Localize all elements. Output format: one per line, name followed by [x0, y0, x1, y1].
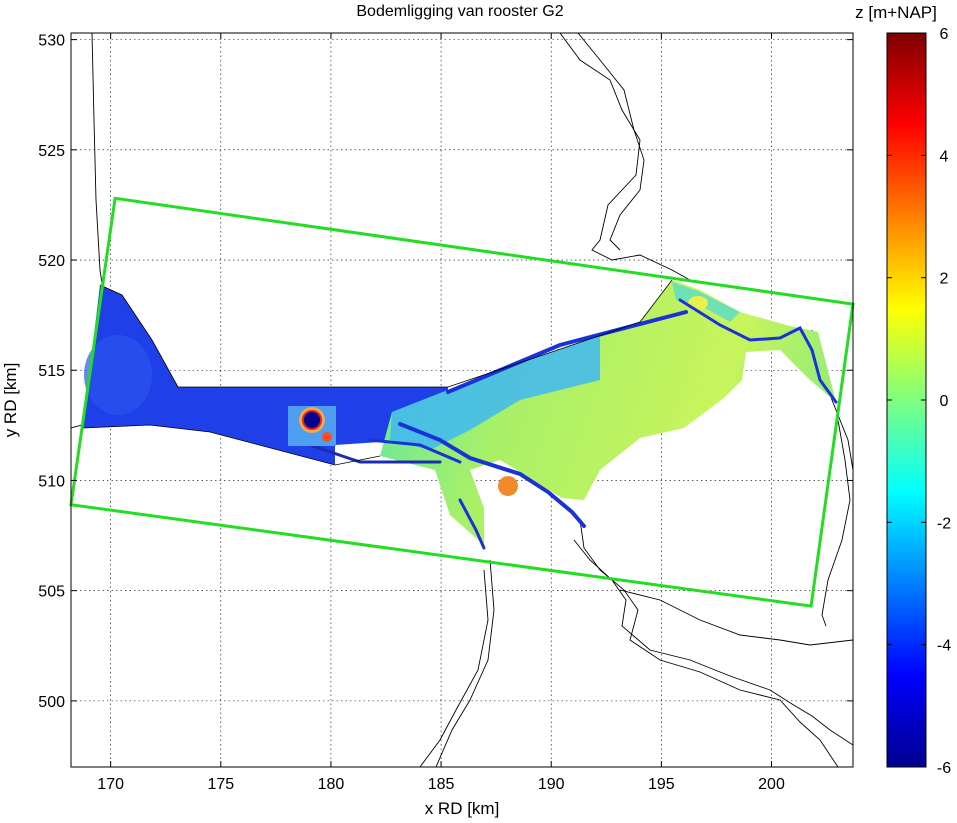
outer-estuary-region	[83, 285, 448, 465]
y-axis-ticks: 500 505 510 515 520 525 530	[38, 33, 853, 711]
colorbar-tick-label: 2	[940, 271, 949, 288]
grid-g2-outline	[69, 196, 855, 608]
colorbar-tick-label: 6	[940, 26, 949, 43]
y-axis-label: y RD [km]	[1, 363, 20, 438]
x-tick-label: 175	[207, 776, 234, 793]
colorbar-tick-label: 0	[940, 393, 949, 410]
x-tick-label: 170	[97, 776, 124, 793]
x-tick-label: 200	[758, 776, 785, 793]
y-tick-label: 515	[38, 363, 65, 380]
colorbar	[886, 32, 927, 768]
x-axis-label: x RD [km]	[425, 799, 500, 818]
y-tick-label: 500	[38, 694, 65, 711]
y-tick-label: 520	[38, 253, 65, 270]
bathymetry-map	[71, 33, 853, 767]
tidal-flats-region	[380, 280, 836, 545]
x-tick-label: 195	[648, 776, 675, 793]
colorbar-tick-label: -2	[937, 515, 951, 532]
chart-title: Bodemligging van rooster G2	[356, 3, 563, 20]
y-tick-label: 530	[38, 33, 65, 50]
colorbar-ticks: -6 -4 -2 0 2 4 6	[887, 26, 951, 777]
y-tick-label: 525	[38, 143, 65, 160]
colorbar-tick-label: -4	[937, 638, 951, 655]
x-axis-ticks: 170 175 180 185 190 195 200	[97, 33, 785, 793]
colorbar-tick-label: -6	[937, 760, 951, 777]
channels	[293, 298, 838, 550]
axes-box	[70, 32, 854, 768]
y-tick-label: 510	[38, 473, 65, 490]
x-tick-label: 190	[538, 776, 565, 793]
colorbar-label: z [m+NAP]	[855, 3, 937, 22]
colorbar-tick-label: 4	[940, 148, 949, 165]
x-tick-label: 185	[428, 776, 455, 793]
grid-lines	[71, 33, 853, 767]
x-tick-label: 180	[318, 776, 345, 793]
y-tick-label: 505	[38, 584, 65, 601]
